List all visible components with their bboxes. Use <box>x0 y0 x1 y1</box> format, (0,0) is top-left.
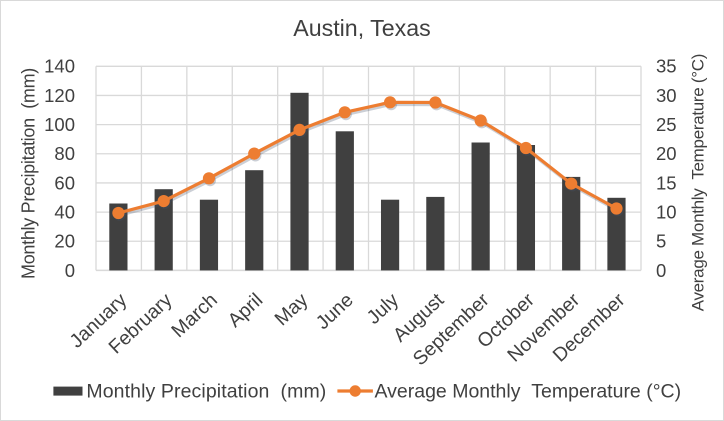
svg-text:Monthly Precipitation (mm): Monthly Precipitation (mm) <box>86 380 326 402</box>
svg-text:0: 0 <box>65 260 75 281</box>
svg-text:5: 5 <box>656 231 666 252</box>
svg-text:140: 140 <box>44 56 75 77</box>
svg-text:0: 0 <box>656 260 666 281</box>
svg-text:Austin, Texas: Austin, Texas <box>293 15 430 41</box>
svg-text:100: 100 <box>44 114 75 135</box>
svg-text:15: 15 <box>656 172 677 193</box>
svg-text:Monthly Precipitation (mm): Monthly Precipitation (mm) <box>19 68 39 279</box>
svg-text:60: 60 <box>54 172 75 193</box>
svg-text:35: 35 <box>656 56 677 77</box>
svg-text:20: 20 <box>656 143 677 164</box>
svg-text:80: 80 <box>54 143 75 164</box>
svg-text:30: 30 <box>656 85 677 106</box>
svg-text:10: 10 <box>656 202 677 223</box>
svg-text:Average Monthly Temperature (: Average Monthly Temperature (°C) <box>689 54 708 311</box>
svg-text:20: 20 <box>54 231 75 252</box>
svg-text:120: 120 <box>44 85 75 106</box>
svg-text:Average Monthly Temperature (: Average Monthly Temperature (°C) <box>375 380 682 402</box>
svg-text:25: 25 <box>656 114 677 135</box>
svg-text:40: 40 <box>54 202 75 223</box>
